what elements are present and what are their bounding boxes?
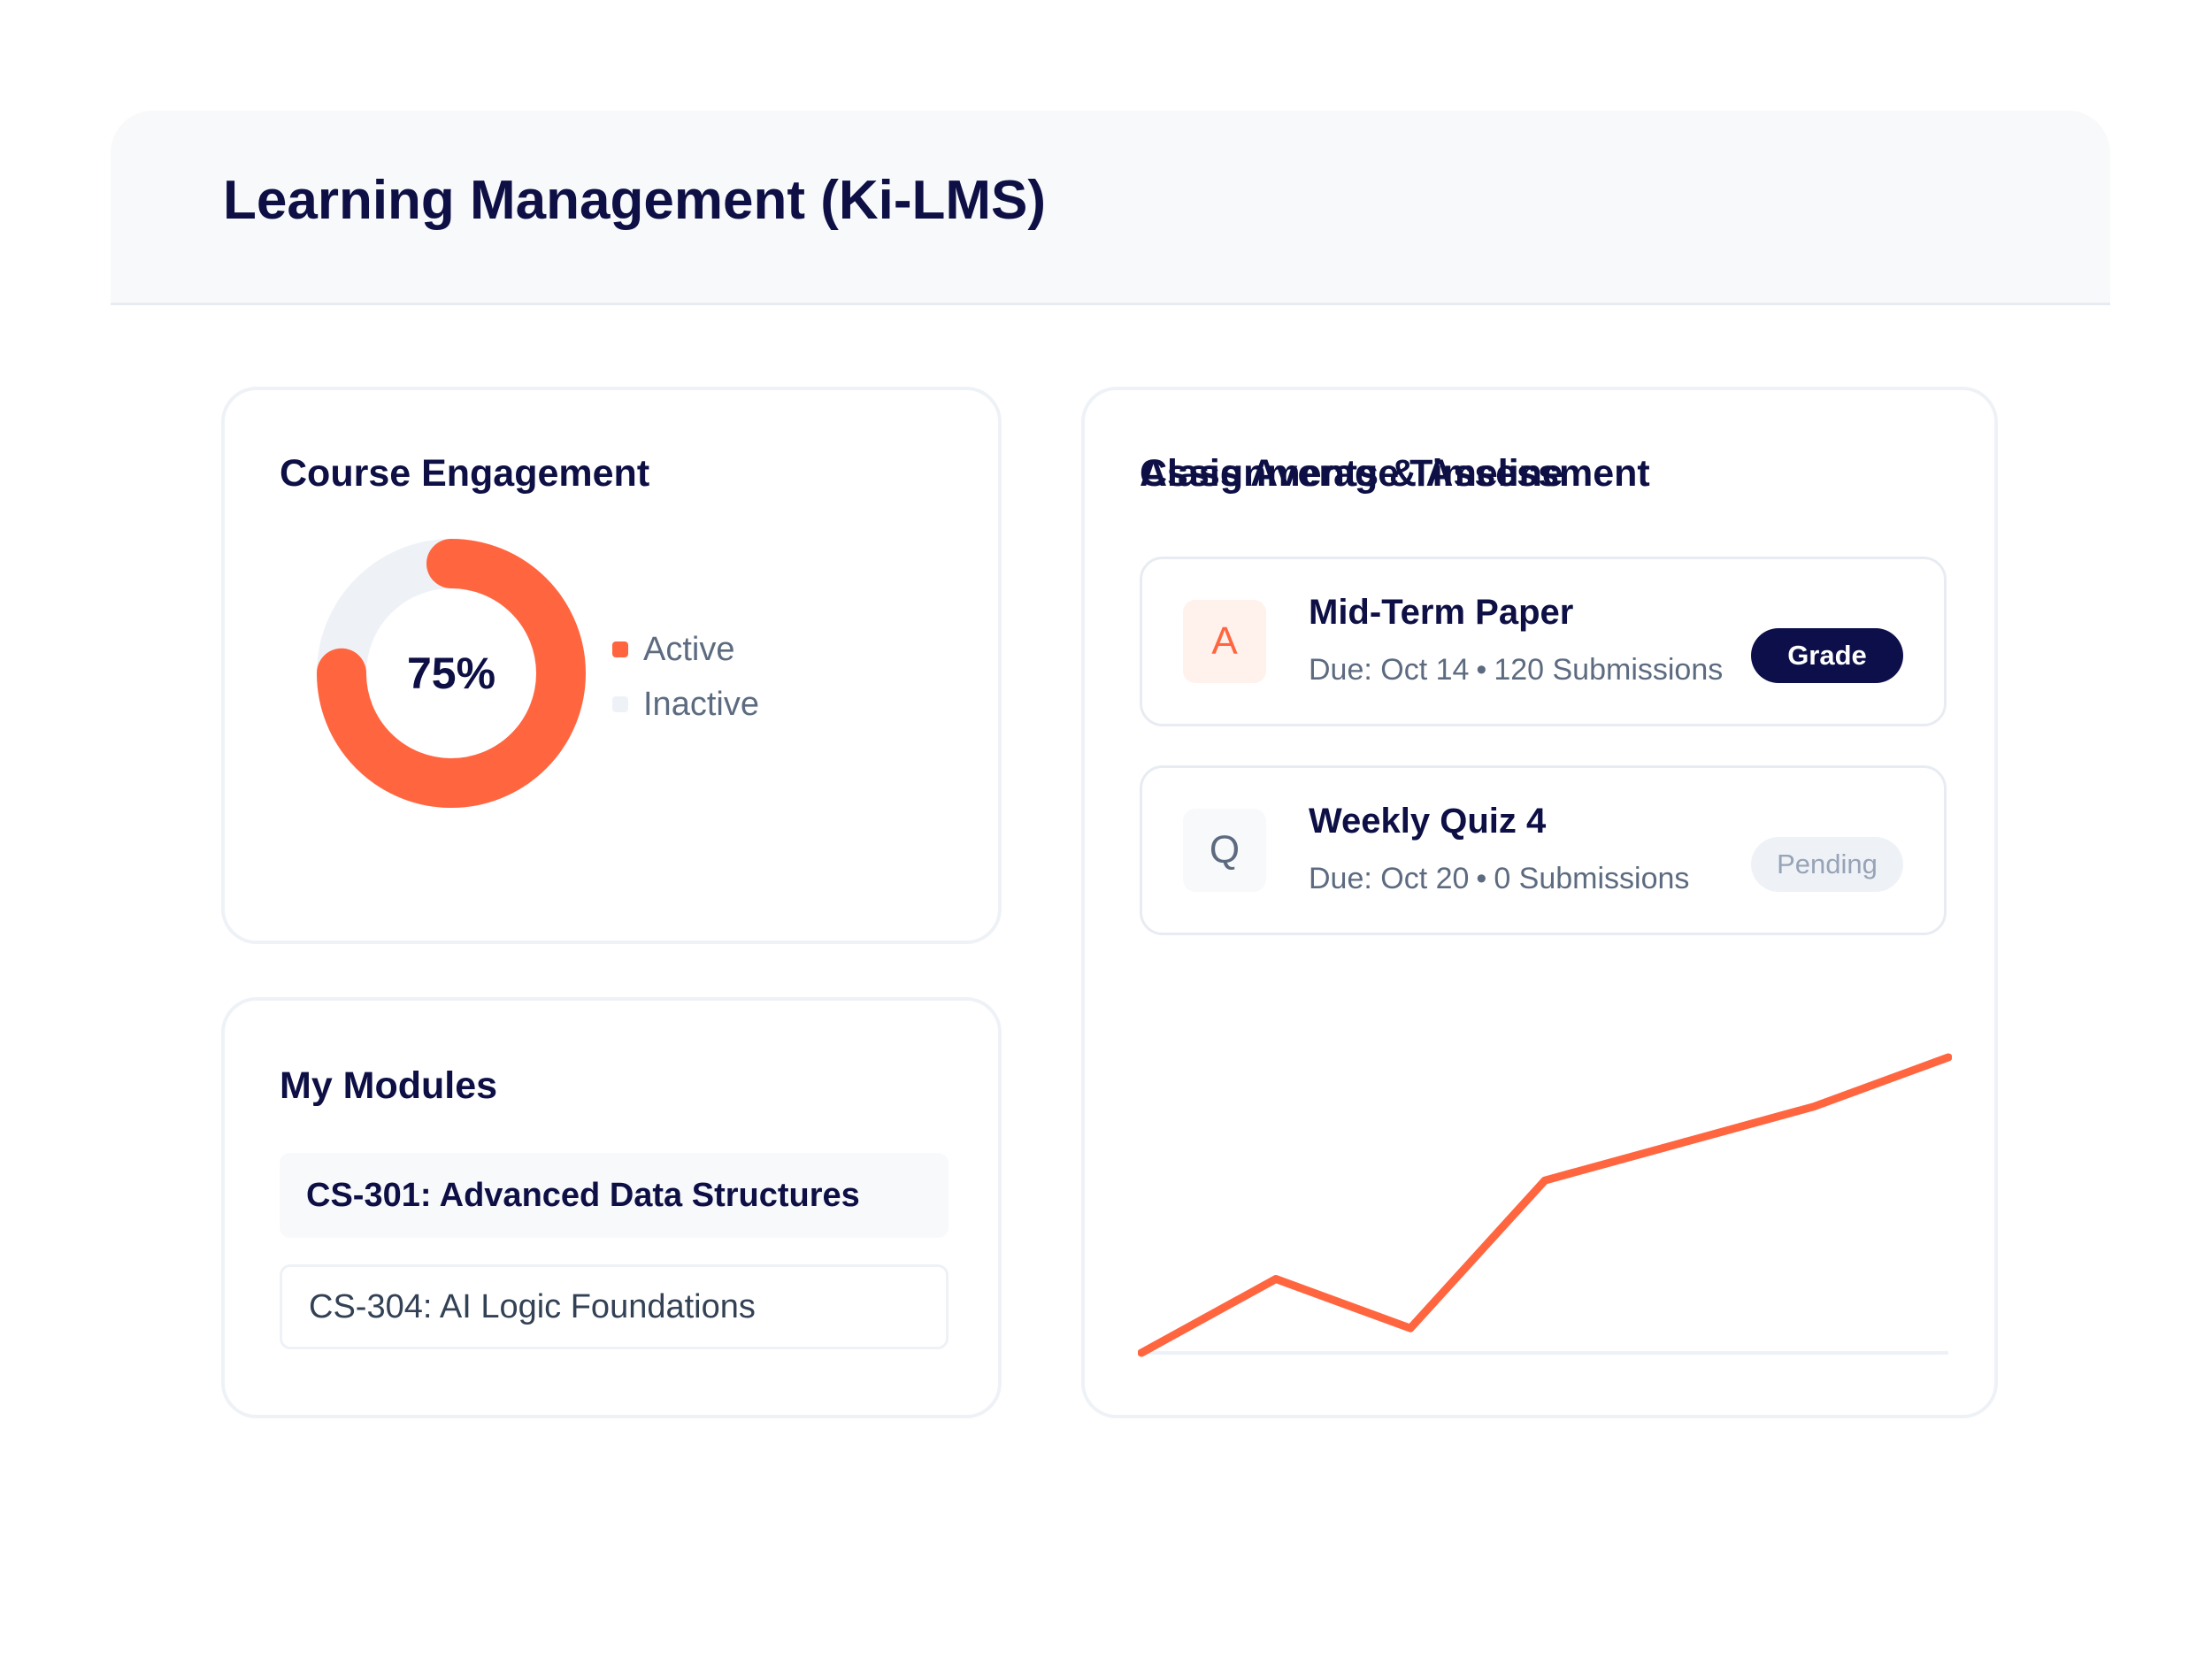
- assignment-icon-a: A: [1183, 600, 1266, 683]
- assignment-submissions: 120 Submissions: [1494, 653, 1724, 687]
- meta-separator: •: [1476, 653, 1487, 687]
- assignment-meta: Due: Oct 14 • 120 Submissions: [1309, 653, 1723, 687]
- assignment-row-midterm[interactable]: A Mid-Term Paper Due: Oct 14 • 120 Submiss…: [1140, 557, 1947, 726]
- module-item-cs304[interactable]: CS-304: AI Logic Foundations: [280, 1264, 949, 1349]
- course-engagement-title: Course Engagement: [280, 452, 650, 495]
- my-modules-card: My Modules CS-301: Advanced Data Structu…: [221, 997, 1002, 1418]
- assignment-due-date: Due: Oct 14: [1309, 653, 1470, 687]
- assignment-meta: Due: Oct 20 • 0 Submissions: [1309, 862, 1689, 896]
- legend-label-active: Active: [643, 630, 735, 668]
- class-average-series-line: [1138, 1053, 1952, 1357]
- assignment-row-quiz[interactable]: Q Weekly Quiz 4 Due: Oct 20 • 0 Submission…: [1140, 765, 1947, 935]
- course-engagement-card: Course Engagement 75% Active Inactive: [221, 387, 1002, 944]
- assignment-title: Weekly Quiz 4: [1309, 802, 1547, 841]
- assignment-due-date: Due: Oct 20: [1309, 862, 1470, 895]
- legend-swatch-inactive: [612, 696, 628, 712]
- page-title: Learning Management (Ki-LMS): [223, 170, 1047, 231]
- class-average-line-chart: [1138, 1053, 1952, 1357]
- assignment-title: Mid-Term Paper: [1309, 593, 1574, 632]
- assignments-title: Assignments & Assessment: [1140, 452, 1650, 495]
- legend-item-active: Active: [612, 622, 759, 677]
- assignment-submissions: 0 Submissions: [1494, 862, 1690, 895]
- class-average-timeline-title: Class Average Timeline: [1140, 452, 1563, 495]
- assignments-card: Assignments & Assessment A Mid-Term Pape…: [1081, 387, 1998, 1418]
- assignment-icon-q: Q: [1183, 809, 1266, 892]
- header-bar: Learning Management (Ki-LMS): [111, 111, 2110, 305]
- grade-button[interactable]: Grade: [1751, 628, 1903, 683]
- legend-swatch-active: [612, 641, 628, 657]
- meta-separator: •: [1476, 862, 1487, 895]
- donut-segment-active: [317, 539, 586, 808]
- engagement-donut-chart: [317, 539, 586, 808]
- legend-item-inactive: Inactive: [612, 677, 759, 732]
- engagement-percentage: 75%: [406, 649, 496, 698]
- engagement-legend: Active Inactive: [612, 622, 759, 732]
- my-modules-title: My Modules: [280, 1064, 498, 1107]
- pending-status-badge: Pending: [1751, 837, 1903, 892]
- module-item-cs301[interactable]: CS-301: Advanced Data Structures: [280, 1153, 949, 1238]
- legend-label-inactive: Inactive: [643, 685, 759, 723]
